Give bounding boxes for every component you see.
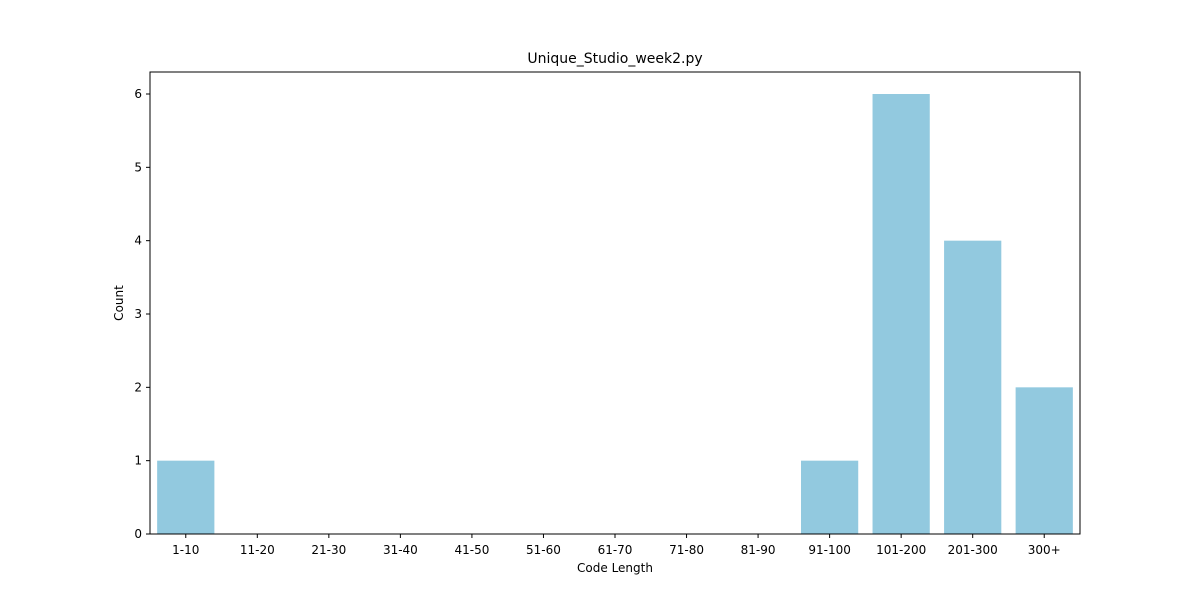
- x-axis-ticks: 1-10 11-20 21-30 31-40 41-50 51-60 61-70 71-80 8…: [172, 534, 1061, 557]
- y-axis-label: Count: [112, 285, 126, 321]
- x-tick-label: 300+: [1028, 543, 1061, 557]
- x-tick-label: 11-20: [240, 543, 275, 557]
- x-tick-label: 91-100: [808, 543, 851, 557]
- y-tick-label: 3: [134, 307, 142, 321]
- y-tick-label: 6: [134, 87, 142, 101]
- x-tick-label: 51-60: [526, 543, 561, 557]
- x-tick-label: 21-30: [311, 543, 346, 557]
- x-tick-label: 31-40: [383, 543, 418, 557]
- y-axis-ticks: 0 1 2 3 4 5 6: [134, 87, 150, 541]
- bar-201-300: [944, 240, 1002, 535]
- y-tick-label: 0: [134, 527, 142, 541]
- x-tick-label: 201-300: [948, 543, 998, 557]
- x-tick-label: 1-10: [172, 543, 199, 557]
- y-tick-label: 1: [134, 454, 142, 468]
- bar-101-200: [872, 94, 930, 534]
- y-tick-label: 4: [134, 234, 142, 248]
- x-tick-label: 71-80: [669, 543, 704, 557]
- x-tick-label: 61-70: [598, 543, 633, 557]
- plot-frame: [149, 71, 1081, 535]
- bar-300+: [1015, 387, 1073, 534]
- bar-91-100: [801, 460, 859, 534]
- y-tick-label: 5: [134, 160, 142, 174]
- bar-1-10: [157, 460, 215, 534]
- x-tick-label: 101-200: [876, 543, 926, 557]
- x-tick-label: 41-50: [454, 543, 489, 557]
- x-tick-label: 81-90: [741, 543, 776, 557]
- y-tick-label: 2: [134, 380, 142, 394]
- x-axis-label: Code Length: [577, 561, 653, 575]
- chart-title: Unique_Studio_week2.py: [527, 51, 702, 67]
- bars-group: [157, 94, 1073, 535]
